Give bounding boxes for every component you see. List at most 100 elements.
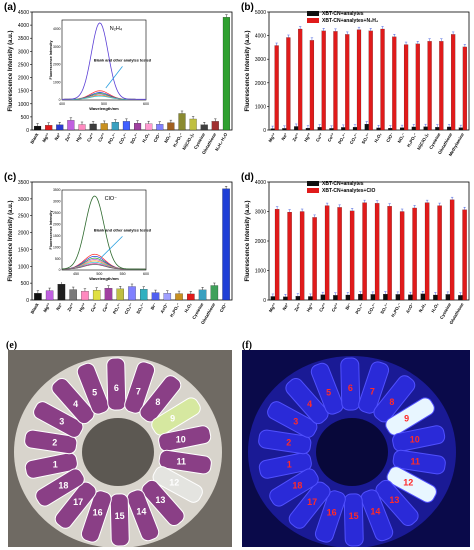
bar — [368, 30, 373, 131]
category-label: Blank — [30, 301, 40, 314]
y-tick-label: 2500 — [18, 214, 29, 220]
panel-e: (e) 1 2 3 4 5 6 7 8 9 10 11 12 13 14 15 16 17 18 — [2, 338, 234, 549]
tube-label: 7 — [136, 386, 141, 396]
category-label: Hg²⁺ — [75, 132, 84, 143]
tube-label: 7 — [370, 386, 375, 396]
tube-label: 5 — [326, 387, 331, 397]
bar — [424, 202, 430, 301]
panel-label: (c) — [4, 172, 16, 183]
category-label: NO₂⁻ — [397, 132, 407, 144]
bar — [362, 202, 367, 301]
bar — [321, 30, 326, 131]
bar — [178, 113, 186, 131]
tube — [33, 401, 84, 438]
panel-a: (a) 0 500 1000 1500 2000 2500 3000 3500 4000 4500 F… — [0, 0, 237, 168]
y-axis-label: Fluorescence Intensity (a.u.) — [8, 200, 14, 281]
bar — [447, 126, 452, 131]
category-label: H₂O₂ — [430, 302, 440, 313]
tube — [258, 452, 312, 479]
tube-label: 1 — [287, 460, 292, 470]
bar — [111, 122, 119, 131]
bar — [45, 125, 53, 131]
tube — [288, 481, 331, 529]
tube — [106, 357, 127, 411]
legend-swatch — [307, 11, 319, 16]
tube — [158, 425, 212, 452]
inset-y-tick-label: 1500 — [53, 234, 61, 238]
tube-label: 17 — [307, 497, 317, 507]
inset-y-tick-label: 3000 — [53, 200, 61, 204]
y-tick-label: 4500 — [18, 10, 29, 16]
bar — [78, 124, 86, 131]
legend-label: XBT-CN+analytes — [322, 11, 364, 17]
bar — [420, 293, 426, 301]
inset-x-label: Wavelength/nm — [89, 276, 119, 281]
bar — [299, 211, 305, 301]
bar — [364, 124, 369, 131]
bar — [341, 127, 346, 131]
y-tick-label: 3000 — [255, 210, 266, 216]
chart-b: (b) 0 1000 2000 3000 4000 5000 Fluorescence Int… — [241, 2, 470, 157]
tube-label: 14 — [136, 507, 146, 517]
tube — [360, 489, 394, 542]
bar — [222, 17, 230, 131]
category-label: Blank — [29, 131, 39, 144]
legend-swatch — [307, 188, 319, 193]
bar — [57, 284, 66, 301]
inset-y-tick-label: 0 — [59, 98, 61, 102]
panel-c: (c) 0 500 1000 1500 2000 2500 3000 3500 Fluoresce… — [0, 170, 237, 338]
y-tick-label: 3000 — [18, 197, 29, 203]
tube-label: 8 — [389, 397, 394, 407]
category-label: Na⁺ — [281, 302, 289, 311]
y-tick-label: 2500 — [18, 62, 29, 68]
inset-y-label: Fluorescence Intensity — [49, 41, 53, 80]
inset-y-tick-label: 0 — [59, 268, 61, 272]
inset-x-tick-label: 500 — [101, 102, 107, 106]
legend-label: XBT-CN+analytes+ClO — [322, 188, 375, 194]
y-tick-label: 2000 — [255, 81, 266, 87]
tube — [124, 361, 156, 414]
inset-x-tick-label: 600 — [143, 272, 149, 276]
bar — [145, 123, 153, 131]
inset-x-tick-label: 400 — [59, 102, 65, 106]
panel-b: (b) 0 1000 2000 3000 4000 5000 Fluorescence Int… — [237, 0, 474, 168]
bar — [175, 293, 183, 301]
tube-label: 17 — [73, 497, 83, 507]
category-label: SO₄²⁻ — [361, 132, 371, 145]
tube-label: 18 — [292, 480, 302, 490]
category-label: ClO⁻ — [219, 302, 228, 313]
tube — [109, 493, 130, 547]
bar — [458, 127, 463, 131]
bar — [317, 127, 322, 131]
category-label: Cu²⁺ — [315, 132, 324, 143]
bar — [151, 292, 160, 301]
tube-label: 12 — [403, 478, 413, 488]
photo-uv: 1 2 3 4 5 6 7 8 9 10 11 12 13 14 15 16 17 18 — [242, 350, 470, 547]
category-label: Na⁺ — [53, 132, 61, 141]
bar — [45, 290, 54, 301]
bar — [34, 293, 42, 301]
tube-label: 14 — [370, 507, 380, 517]
tube — [392, 449, 446, 475]
tube — [314, 490, 346, 543]
y-tick-label: 3000 — [18, 49, 29, 55]
tube-label: 12 — [169, 478, 179, 488]
y-tick-label: 4000 — [18, 23, 29, 29]
y-tick-label: 1500 — [18, 247, 29, 253]
legend-swatch — [307, 18, 319, 23]
category-label: H₂O₂ — [183, 302, 193, 313]
inset-y-tick-label: 3500 — [53, 188, 61, 192]
bar — [189, 118, 197, 131]
bar — [411, 126, 416, 131]
category-label: Co²⁺ — [327, 132, 336, 143]
bar — [399, 211, 405, 301]
bar — [187, 293, 195, 301]
bar — [380, 28, 385, 131]
bar — [198, 289, 207, 301]
bar — [449, 199, 455, 301]
tube-label: 13 — [155, 495, 165, 505]
bar — [69, 289, 77, 301]
tube-label: 5 — [92, 387, 97, 397]
bar — [376, 127, 381, 131]
